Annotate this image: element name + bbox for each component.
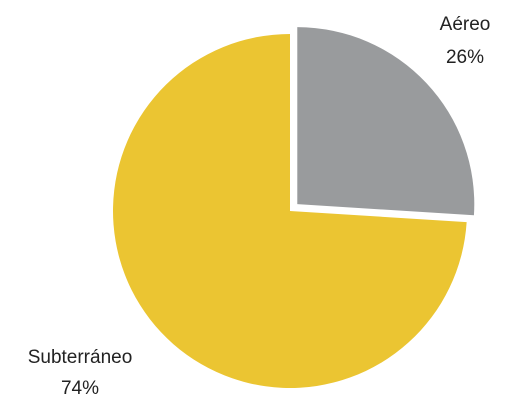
slice-label-subterraneo-name: Subterráneo: [28, 347, 133, 368]
slice-label-aereo-value: 26%: [446, 47, 484, 68]
slice-label-subterraneo-value: 74%: [61, 378, 99, 399]
pie-slice-subterraneo: [112, 34, 467, 388]
pie-slice-aereo: [297, 27, 475, 216]
slice-label-aereo-name: Aéreo: [440, 14, 491, 35]
pie-slices: [112, 27, 475, 388]
